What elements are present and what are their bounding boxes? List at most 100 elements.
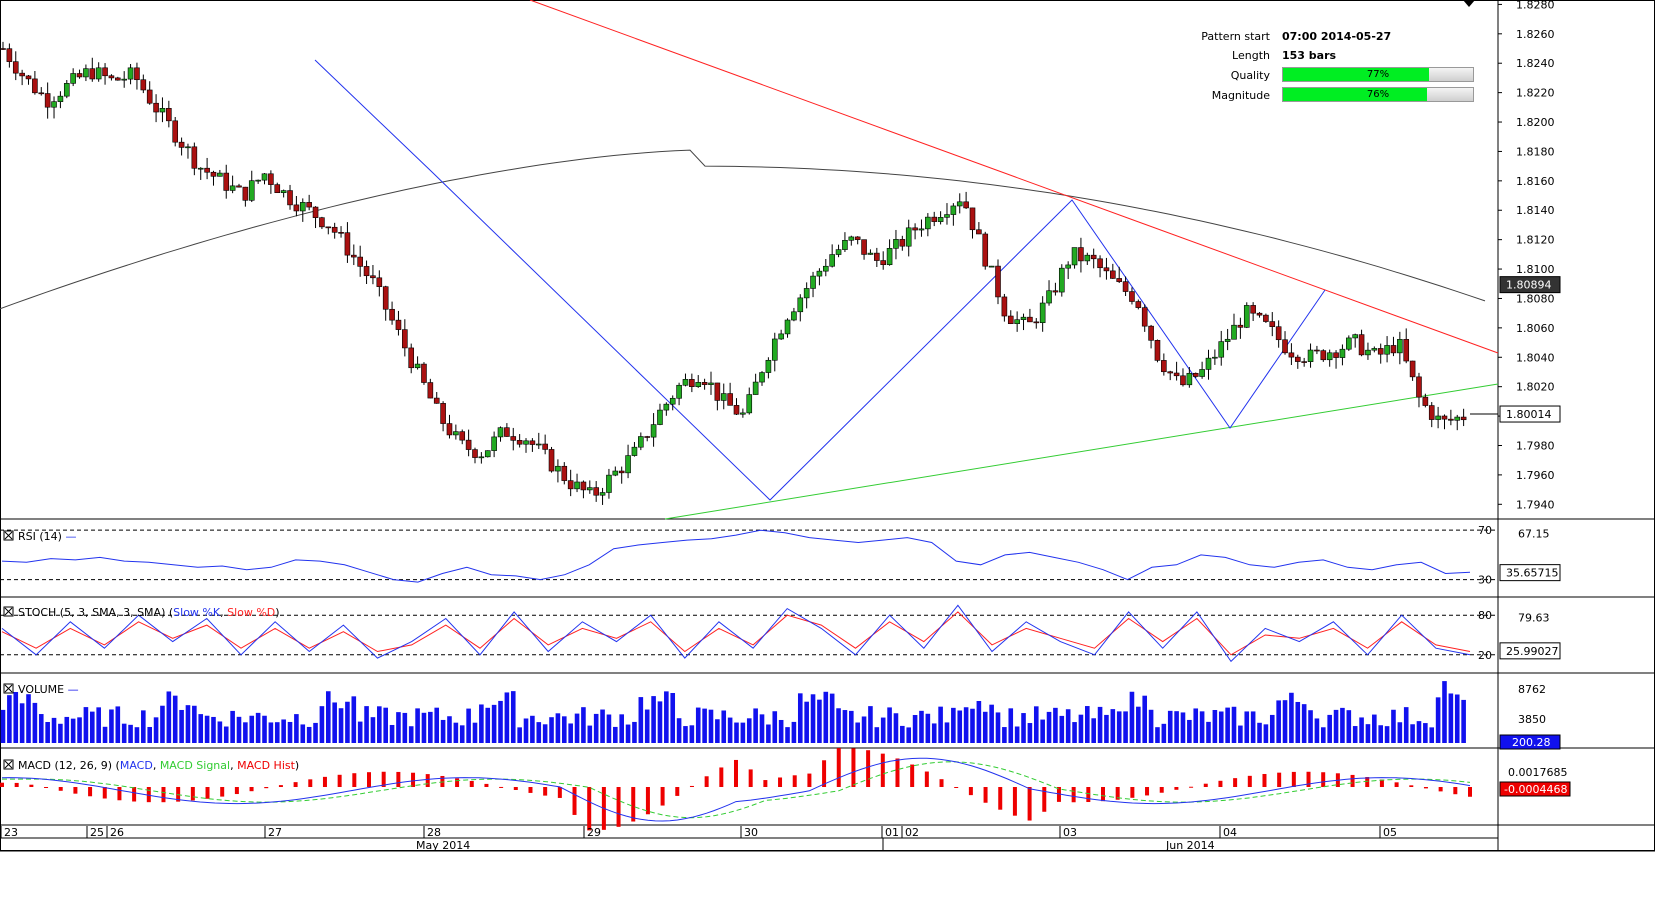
volume-bar [51, 717, 57, 743]
macd-hist-bar [396, 771, 401, 787]
volume-bar [644, 709, 650, 743]
candle-body [1116, 278, 1122, 282]
volume-bar [970, 708, 975, 743]
candle-body [197, 167, 204, 170]
volume-bar [887, 707, 892, 743]
candle-body [1052, 290, 1059, 293]
price-tick-label: 1.8240 [1516, 57, 1555, 70]
candle-body [1103, 267, 1110, 272]
candle-body [982, 233, 989, 267]
candle-body [1326, 352, 1333, 361]
volume-bar [1123, 711, 1128, 743]
close-box-cross [4, 684, 13, 693]
candle-body [1110, 270, 1116, 279]
candle-body [338, 232, 344, 234]
volume-bar [26, 694, 31, 743]
candle-body [810, 275, 816, 289]
price-tick-label: 1.8100 [1516, 263, 1555, 276]
candle-body [1154, 340, 1161, 361]
candle-body [1288, 352, 1295, 358]
candle-body [229, 185, 236, 191]
candle-body [1301, 361, 1307, 363]
volume-bar [702, 708, 707, 743]
candle-body [759, 372, 765, 383]
macd-hist-bar [763, 780, 768, 787]
volume-bar [217, 721, 223, 743]
macd-hist-bar [704, 776, 709, 787]
volume-tick-label: 3850 [1518, 713, 1546, 726]
candle-body [931, 216, 938, 222]
candle-body [166, 108, 172, 122]
macd-hist-bar [1189, 786, 1194, 788]
candle-body [867, 252, 874, 255]
candle-body [1294, 356, 1301, 362]
candle-body [1007, 315, 1014, 324]
candle-body [548, 449, 555, 472]
candle-body [344, 232, 351, 256]
macd-hist-bar [792, 775, 797, 787]
volume-bar [734, 722, 739, 743]
macd-hist-bar [484, 783, 489, 787]
candle-body [1269, 321, 1276, 327]
price-tick-label: 1.8160 [1516, 175, 1555, 188]
candle-body [1141, 307, 1148, 327]
macd-hist-bar [1409, 785, 1414, 787]
macd-hist-bar [102, 787, 107, 799]
macd-hist-bar [675, 787, 680, 796]
candle-body [1173, 372, 1180, 377]
volume-bar [517, 727, 522, 743]
candle-body [995, 265, 1001, 298]
candle-body [1256, 312, 1263, 316]
macd-hist-bar [1145, 787, 1150, 796]
volume-bar [287, 721, 293, 743]
macd-hist-bar [616, 787, 621, 827]
candle-body [127, 67, 134, 80]
candle-body [969, 207, 976, 231]
macd-hist-bar [631, 787, 636, 822]
macd-hist-bar [1291, 771, 1296, 787]
candle-body [1020, 316, 1027, 320]
volume-bar [613, 726, 618, 743]
volume-bar [1321, 727, 1326, 743]
volume-bar [1454, 694, 1460, 743]
volume-bar [313, 722, 318, 743]
volume-bar [459, 725, 465, 743]
volume-current-box [1499, 734, 1561, 750]
macd-signal-line [2, 761, 1471, 819]
volume-bar [931, 723, 937, 743]
macd-hist-bar [234, 787, 239, 795]
candle-body [976, 229, 982, 235]
candle-body [255, 179, 261, 182]
candle-body [689, 379, 695, 388]
candle-body [1122, 281, 1129, 292]
candle-body [6, 48, 13, 62]
panel-label: VOLUME — [18, 683, 79, 696]
candle-body [38, 92, 45, 95]
chevron-down-icon[interactable] [1463, 0, 1475, 7]
volume-bar [338, 708, 344, 743]
volume-bar [1359, 717, 1364, 743]
candle-body [1403, 339, 1410, 362]
macd-hist-bar [1130, 787, 1135, 798]
candle-body [542, 443, 548, 450]
candle-body [1014, 319, 1020, 324]
volume-bar [453, 722, 459, 743]
candle-body [720, 393, 727, 401]
macd-hist-bar [1277, 772, 1282, 787]
candle-body [580, 481, 587, 491]
rsi-level-label: 70 [1478, 524, 1492, 537]
panel-label-part: ) [275, 606, 279, 619]
candle-body [625, 455, 631, 474]
volume-bar [364, 706, 369, 743]
candle-body [204, 167, 210, 173]
candle-body [178, 141, 185, 148]
date-tick-label: 01 [885, 826, 899, 839]
date-axis: 23 25 26 27 28 29 30 01 02 03 04 05 May 2014 Jun 2014 [0, 826, 1498, 852]
ma-price-box [1499, 276, 1561, 294]
resistance-line [529, 0, 1499, 354]
candle-body [248, 180, 255, 201]
volume-bar [402, 712, 408, 743]
volume-bar [938, 706, 943, 743]
volume-bar [1148, 709, 1154, 743]
macd-hist-bar [822, 760, 827, 787]
